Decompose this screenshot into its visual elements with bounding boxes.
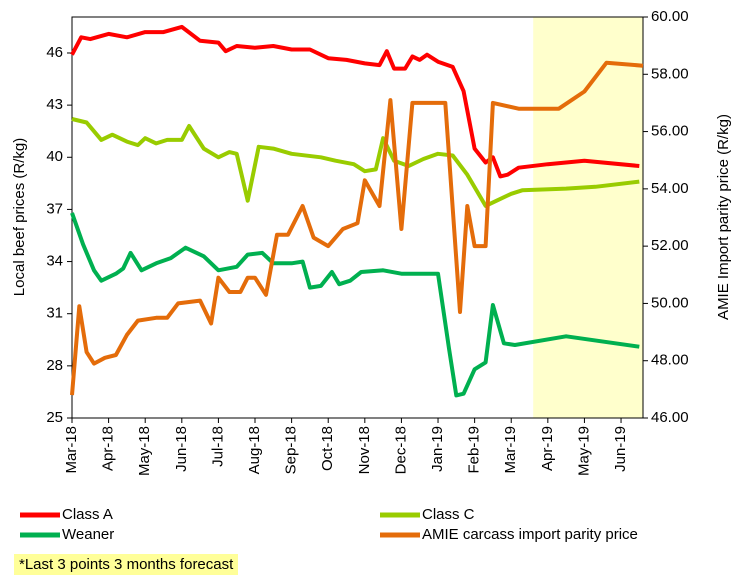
x-tick-label: Jun-18 [173, 426, 190, 472]
y2-tick-label: 46.00 [651, 409, 689, 426]
y2-tick-label: 60.00 [651, 8, 689, 25]
y2-tick-label: 56.00 [651, 123, 689, 140]
y-tick-label: 34 [46, 253, 63, 270]
legend-label: Class A [62, 506, 113, 523]
x-tick-label: Apr-19 [539, 426, 556, 471]
x-tick-label: May-19 [575, 426, 592, 476]
x-tick-label: Jan-19 [429, 426, 446, 472]
x-tick-label: Dec-18 [392, 426, 409, 474]
x-tick-label: Oct-18 [319, 426, 336, 471]
legend-label: AMIE carcass import parity price [422, 526, 638, 543]
forecast-note: *Last 3 points 3 months forecast [14, 554, 239, 575]
legend-label: Weaner [62, 526, 114, 543]
y-tick-label: 25 [46, 409, 63, 426]
y-axis-label: Local beef prices (R/kg) [11, 138, 28, 296]
y-tick-label: 46 [46, 44, 63, 61]
x-tick-label: Nov-18 [356, 426, 373, 474]
x-tick-label: Sep-18 [283, 426, 300, 474]
x-tick-label: Mar-18 [63, 426, 80, 474]
x-tick-label: Jun-19 [612, 426, 629, 472]
y2-tick-label: 48.00 [651, 352, 689, 369]
y-tick-label: 43 [46, 96, 63, 113]
y2-tick-label: 50.00 [651, 294, 689, 311]
y2-axis-label: AMIE Import parity price (R/kg) [715, 114, 732, 320]
y2-tick-label: 58.00 [651, 65, 689, 82]
x-tick-label: Feb-19 [466, 426, 483, 474]
y2-tick-label: 52.00 [651, 237, 689, 254]
forecast-region [533, 17, 643, 418]
y-tick-label: 28 [46, 357, 63, 374]
x-tick-label: May-18 [136, 426, 153, 476]
series-line [70, 212, 640, 398]
y-tick-label: 37 [46, 200, 63, 217]
y-tick-label: 31 [46, 305, 63, 322]
legend-label: Class C [422, 506, 475, 523]
x-tick-label: Aug-18 [246, 426, 263, 474]
x-tick-label: Apr-18 [100, 426, 117, 471]
y-tick-label: 40 [46, 148, 63, 165]
y2-tick-label: 54.00 [651, 180, 689, 197]
x-tick-label: Mar-19 [502, 426, 519, 474]
series-line [71, 117, 640, 208]
series-line [70, 60, 644, 396]
x-tick-label: Jul-18 [209, 426, 226, 467]
